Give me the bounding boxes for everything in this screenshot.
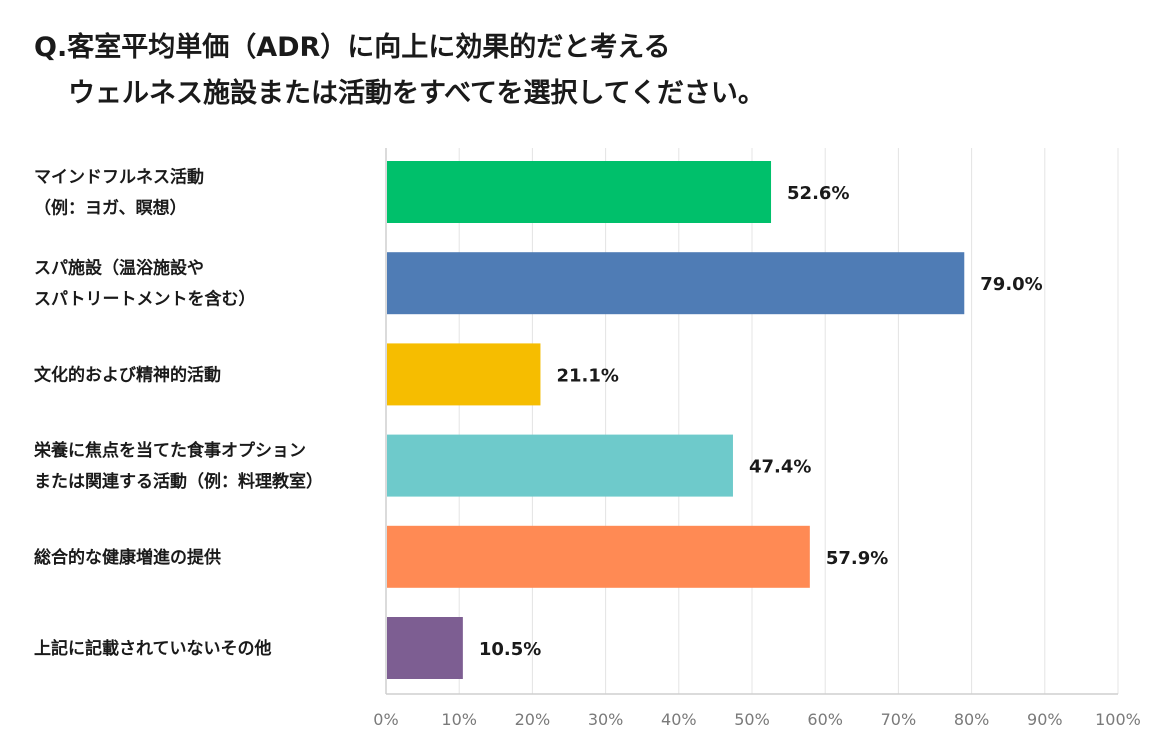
category-label: 栄養に焦点を当てた食事オプション <box>33 440 306 461</box>
x-tick-label: 20% <box>515 710 551 729</box>
x-tick-label: 0% <box>373 710 398 729</box>
x-tick-label: 10% <box>441 710 477 729</box>
x-tick-label: 50% <box>734 710 770 729</box>
bar <box>387 252 965 315</box>
category-labels: マインドフルネス活動 （例：ヨガ、瞑想） スパ施設（温浴施設やスパトリートメントを含… <box>33 167 323 660</box>
category-label: 上記に記載されていないその他 <box>34 638 272 659</box>
category-label: （例：ヨガ、瞑想） <box>34 198 187 219</box>
x-tick-label: 40% <box>661 710 697 729</box>
x-tick-label: 100% <box>1095 710 1141 729</box>
bars: 52.6% 79.0% 21.1% 47.4% 57.9% 10.5% <box>387 161 1043 679</box>
data-label: 10.5% <box>479 639 541 660</box>
chart-title-line-2: ウェルネス施設または活動をすべてを選択してください。 <box>68 77 765 109</box>
x-axis-ticks: 0% 10% 20% 30% 40% 50% 60% 70% 80% 90% 100% <box>373 710 1141 729</box>
data-label: 47.4% <box>749 457 811 478</box>
x-tick-label: 30% <box>588 710 624 729</box>
data-label: 57.9% <box>826 548 888 569</box>
category-label: 文化的および精神的活動 <box>34 364 221 385</box>
x-tick-label: 70% <box>881 710 917 729</box>
data-label: 52.6% <box>787 183 849 204</box>
x-tick-label: 60% <box>807 710 843 729</box>
category-label: スパトリートメントを含む） <box>34 289 256 310</box>
gridlines <box>385 148 1119 695</box>
data-label: 79.0% <box>980 274 1042 295</box>
x-tick-label: 80% <box>954 710 990 729</box>
bar <box>387 525 810 588</box>
data-label: 21.1% <box>556 365 618 386</box>
category-label: 総合的な健康増進の提供 <box>34 547 221 568</box>
bar <box>387 343 541 406</box>
chart-title-line-1: Q.客室平均単価（ADR）に向上に効果的だと考える <box>34 31 671 63</box>
category-label: スパ施設（温浴施設や <box>34 258 204 279</box>
bar <box>387 434 733 497</box>
category-label: マインドフルネス活動 <box>34 167 204 188</box>
bar <box>387 161 772 223</box>
category-label: または関連する活動（例：料理教室） <box>34 471 323 492</box>
x-tick-label: 90% <box>1027 710 1063 729</box>
bar <box>387 617 463 679</box>
